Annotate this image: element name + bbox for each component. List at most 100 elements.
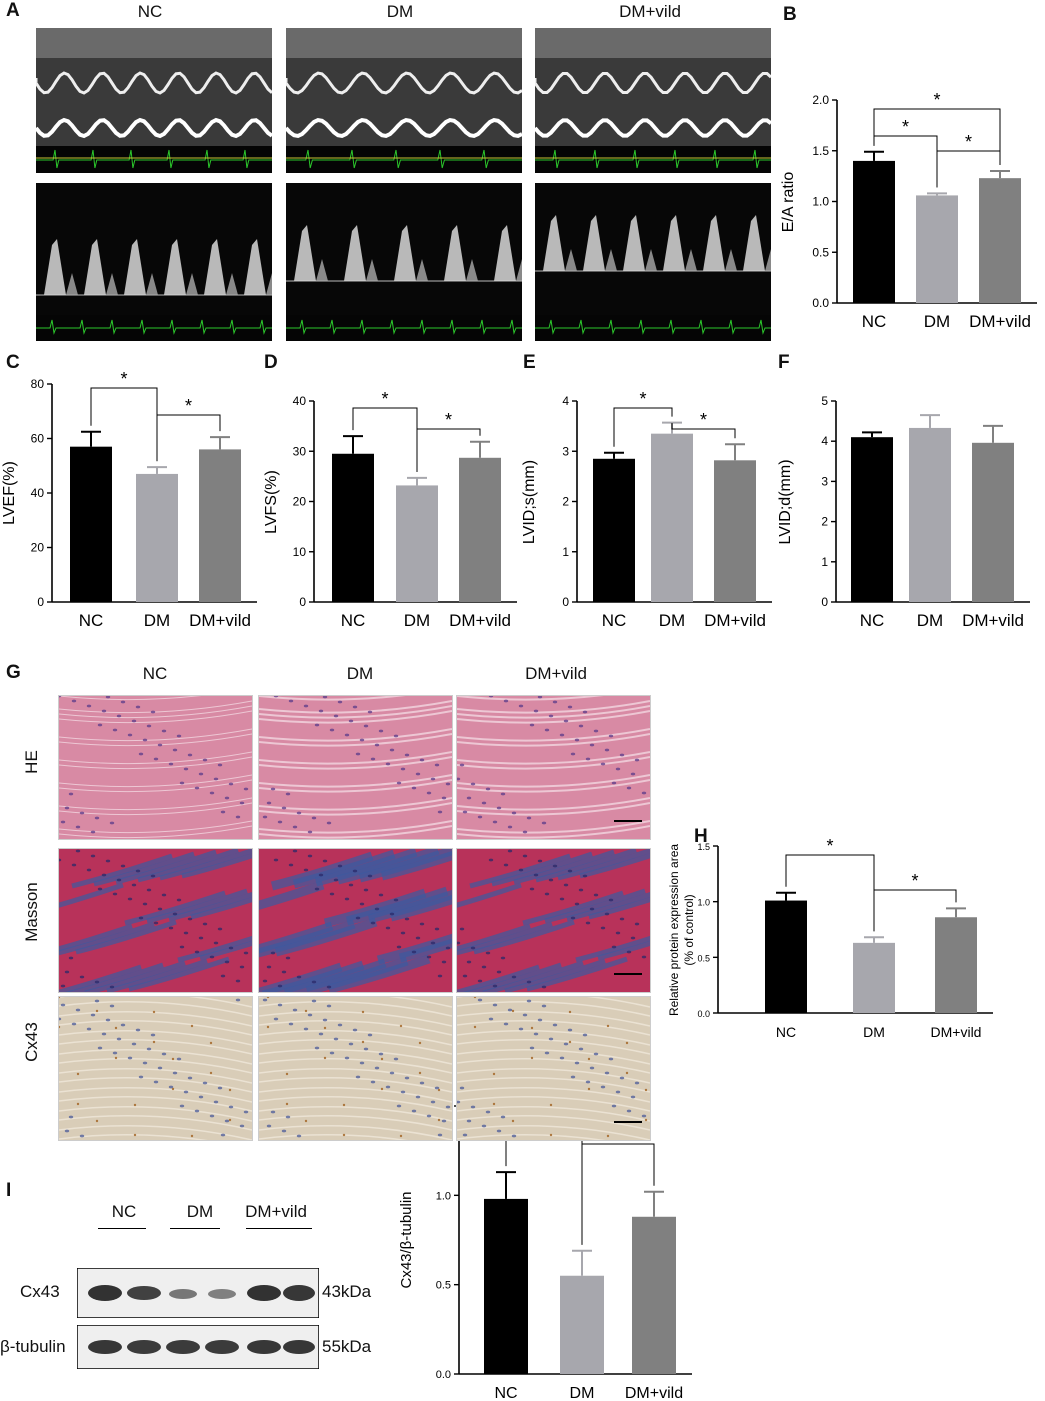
significance-star: *	[826, 838, 833, 856]
y-tick-label: 40	[293, 394, 307, 408]
histo-he-dm	[258, 695, 453, 840]
y-axis-label: Relative protein expression area(% of co…	[668, 844, 696, 1016]
bar-dm-vild	[459, 457, 501, 602]
wb-label-dm: DM	[186, 1202, 214, 1221]
x-tick-label: DM+vild	[704, 611, 766, 630]
wb-kda-cx43: 43kDa	[322, 1282, 372, 1301]
chart-c-lvef: 0 20 40 60 80 LVEF(%) NC DM DM+vild * *	[1, 369, 257, 630]
x-tick-label: NC	[79, 611, 104, 630]
y-tick-label: 0	[821, 595, 828, 609]
row-label-cx43: Cx43	[22, 1022, 41, 1062]
y-tick-label: 3	[562, 444, 569, 458]
wb-row-label-tubulin: β-tubulin	[0, 1337, 66, 1356]
y-tick-label: 0.5	[436, 1280, 451, 1292]
x-tick-label: DM	[863, 1024, 885, 1040]
histo-masson-nc	[58, 848, 253, 993]
panel-letter-a: A	[6, 0, 20, 21]
panel-letter-h: H	[694, 826, 708, 847]
significance-bracket	[416, 428, 481, 472]
y-tick-label: 0	[37, 595, 44, 609]
y-tick-label: 1.0	[812, 195, 829, 209]
y-tick-label: 3	[821, 474, 828, 488]
significance-star: *	[120, 369, 127, 389]
significance-star: *	[185, 396, 192, 416]
histo-cx43-dmvild	[456, 996, 651, 1141]
panel-letter-f: F	[778, 352, 790, 373]
bar-nc	[765, 900, 807, 1013]
significance-star: *	[965, 132, 972, 152]
echo-label-nc: NC	[137, 2, 163, 21]
y-tick-label: 0	[562, 595, 569, 609]
bar-dm-vild	[972, 442, 1014, 602]
wb-blot-tubulin	[77, 1325, 319, 1369]
y-tick-label: 80	[31, 377, 45, 391]
x-tick-label: DM	[144, 611, 170, 630]
echo-mmode-dmvild	[535, 28, 771, 173]
wb-line-nc	[98, 1228, 146, 1229]
y-tick-label: 1.5	[697, 842, 710, 852]
panel-letter-i: I	[6, 1180, 12, 1201]
significance-bracket	[671, 423, 736, 439]
x-tick-label: NC	[494, 1385, 517, 1400]
y-tick-label: 1	[821, 555, 828, 569]
y-tick-label: 1.5	[812, 144, 829, 158]
bar-dm	[560, 1275, 604, 1374]
histo-label-dmvild: DM+vild	[525, 664, 587, 683]
y-axis-label: LVID;d(mm)	[777, 459, 794, 544]
chart-b-ea-ratio: 0.0 0.5 1.0 1.5 2.0 E/A ratio NC DM DM+vild * * *	[780, 90, 1037, 331]
y-tick-label: 20	[293, 495, 307, 509]
x-tick-label: DM	[570, 1385, 595, 1400]
y-axis-label: LVID;s(mm)	[521, 460, 538, 544]
row-label-masson: Masson	[22, 882, 41, 942]
y-tick-label: 0.0	[812, 296, 829, 310]
bar-dm	[651, 433, 693, 602]
histo-masson-dmvild	[456, 848, 651, 993]
significance-bracket	[156, 414, 221, 462]
wb-blot-cx43	[77, 1268, 319, 1318]
bar-nc	[853, 160, 895, 303]
y-tick-label: 10	[293, 545, 307, 559]
y-axis-label: LVFS(%)	[263, 470, 280, 534]
scale-bar	[614, 1121, 642, 1123]
bar-dm	[396, 485, 438, 602]
significance-star: *	[639, 389, 646, 409]
histo-masson-dm	[258, 848, 453, 993]
y-axis-label: E/A ratio	[780, 172, 797, 233]
chart-f-lvidd: 0 1 2 3 4 5 LVID;d(mm) NC DM DM+vild	[777, 394, 1030, 630]
x-tick-label: DM	[924, 312, 950, 331]
histo-he-nc	[58, 695, 253, 840]
y-tick-label: 40	[31, 486, 45, 500]
y-tick-label: 4	[821, 434, 828, 448]
y-tick-label: 0.5	[697, 953, 710, 963]
significance-bracket	[936, 150, 1001, 188]
chart-d-lvfs: 0 10 20 30 40 LVFS(%) NC DM DM+vild * *	[263, 389, 517, 630]
scale-bar	[614, 820, 642, 822]
y-tick-label: 0.0	[697, 1009, 710, 1019]
significance-star: *	[445, 410, 452, 430]
bar-nc	[484, 1198, 528, 1374]
y-tick-label: 0.5	[812, 245, 829, 259]
x-tick-label: DM	[659, 611, 685, 630]
x-tick-label: DM+vild	[931, 1024, 982, 1040]
wb-line-dmvild	[246, 1228, 312, 1229]
panel-letter-g: G	[6, 662, 21, 683]
y-tick-label: 2	[562, 495, 569, 509]
bar-nc	[332, 453, 374, 602]
y-tick-label: 1.0	[436, 1190, 451, 1202]
wb-line-dm	[170, 1228, 220, 1229]
bar-dm-vild	[632, 1216, 676, 1374]
x-tick-label: NC	[602, 611, 627, 630]
bar-nc	[593, 458, 635, 602]
y-tick-label: 2.0	[812, 93, 829, 107]
x-tick-label: NC	[776, 1024, 796, 1040]
histo-label-nc: NC	[142, 664, 168, 683]
bar-nc	[70, 446, 112, 602]
x-tick-label: DM+vild	[625, 1385, 683, 1400]
bar-dm-vild	[935, 917, 977, 1013]
x-tick-label: DM+vild	[969, 312, 1031, 331]
panel-letter-c: C	[6, 352, 20, 373]
x-tick-label: NC	[341, 611, 366, 630]
significance-bracket	[873, 889, 957, 932]
wb-kda-tubulin: 55kDa	[322, 1337, 372, 1356]
panel-letter-b: B	[783, 4, 797, 25]
